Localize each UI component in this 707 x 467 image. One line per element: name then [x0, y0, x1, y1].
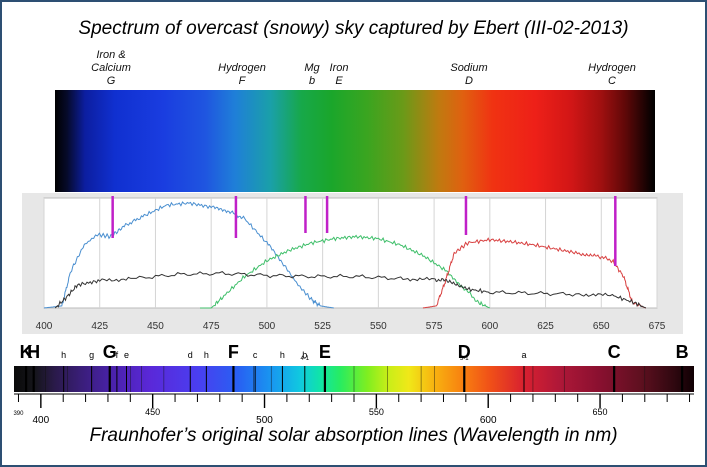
figure-caption: Fraunhofer’s original solar absorption l…	[89, 425, 618, 446]
series-line	[43, 201, 334, 309]
spectral-line-label: Hydrogen F	[218, 62, 266, 87]
series-line	[422, 237, 647, 309]
series-line	[54, 271, 647, 309]
fraunhofer-spectrum-strip	[14, 366, 694, 392]
x-tick-label: 425	[91, 321, 108, 332]
captured-spectrum-image	[55, 90, 655, 192]
x-tick-label: 475	[203, 321, 220, 332]
series-line	[200, 234, 491, 309]
x-tick-label: 400	[36, 321, 53, 332]
plot-area	[43, 197, 658, 309]
x-tick-label: 625	[537, 321, 554, 332]
x-tick-label: 650	[593, 321, 610, 332]
spectral-line-label: Iron & Calcium G	[91, 49, 131, 87]
x-tick-label: 500	[259, 321, 276, 332]
spectral-line-label: Sodium D	[450, 62, 488, 87]
intensity-plot: 400 425 450 475 500 525 550 575 600 625 650 675	[36, 196, 666, 332]
x-tick-label: 550	[370, 321, 387, 332]
x-tick-label: 450	[147, 321, 164, 332]
figure-title: Spectrum of overcast (snowy) sky capture…	[78, 18, 629, 39]
spectral-line-label: Hydrogen C	[588, 62, 636, 87]
x-tick-label: 600	[481, 321, 498, 332]
spectral-line-label: Iron E	[329, 62, 349, 87]
intensity-plot-panel: 400 425 450 475 500 525 550 575 600 625 650 675	[22, 193, 683, 334]
spectral-line-label: Mg b	[304, 62, 320, 87]
x-tick-label: 575	[426, 321, 443, 332]
x-tick-label: 525	[314, 321, 331, 332]
x-tick-label: 675	[649, 321, 666, 332]
